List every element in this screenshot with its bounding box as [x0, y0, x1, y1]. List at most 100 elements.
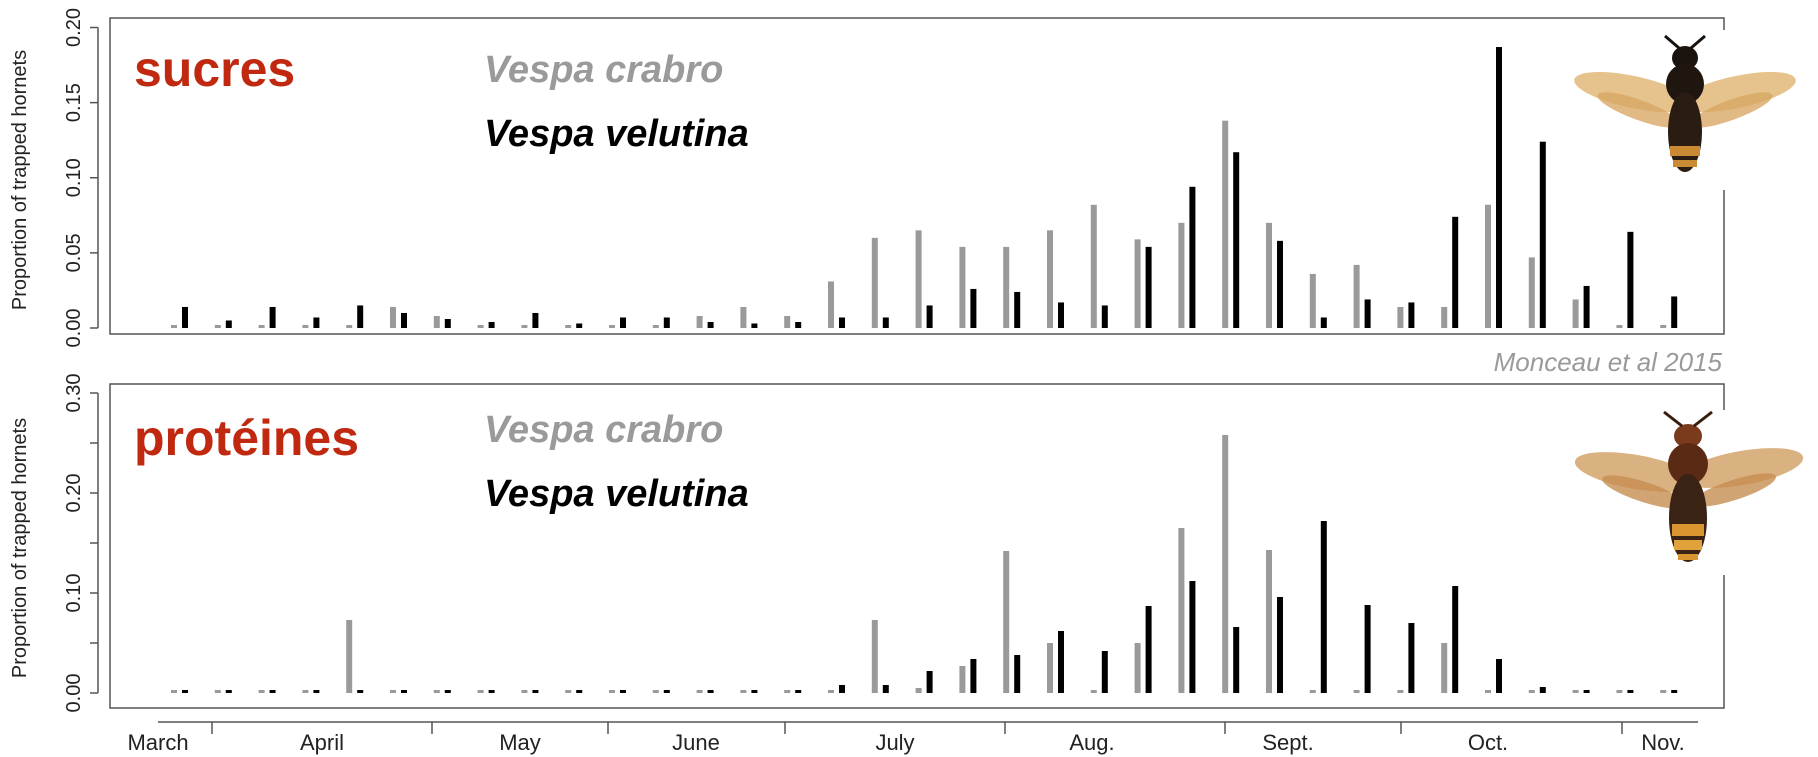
bar-vespa-velutina — [1671, 296, 1678, 328]
bar-vespa-velutina — [444, 690, 451, 693]
bar-vespa-crabro — [1616, 690, 1623, 693]
bar-vespa-velutina — [707, 690, 714, 693]
bar-vespa-crabro — [346, 620, 353, 693]
bar-vespa-velutina — [1320, 317, 1327, 328]
bar-vespa-crabro — [1266, 222, 1272, 328]
bar-vespa-velutina — [1627, 231, 1634, 328]
y-tick-label: 0.30 — [63, 374, 85, 413]
y-tick-label: 0.00 — [63, 674, 85, 713]
month-label: April — [300, 730, 344, 755]
bar-vespa-velutina — [313, 317, 320, 328]
bar-vespa-velutina — [269, 690, 276, 693]
month-label: July — [875, 730, 914, 755]
bar-vespa-crabro — [609, 325, 615, 328]
bar-vespa-crabro — [1528, 257, 1535, 328]
y-axis: 0.00 0.05 0.10 0.15 0.20 — [63, 8, 99, 347]
bar-vespa-crabro — [1572, 299, 1579, 328]
bar-vespa-crabro — [302, 325, 309, 328]
bar-vespa-crabro — [915, 688, 922, 693]
bar-vespa-crabro — [959, 666, 966, 693]
bar-vespa-crabro — [390, 306, 396, 328]
bar-vespa-velutina — [1496, 47, 1502, 328]
bar-vespa-crabro — [828, 690, 834, 693]
bar-vespa-crabro — [1090, 204, 1097, 328]
bar-vespa-velutina — [970, 659, 977, 693]
month-label: Oct. — [1468, 730, 1508, 755]
vespa-crabro-photo — [1574, 410, 1810, 575]
bar-vespa-crabro — [565, 325, 572, 328]
bar-vespa-velutina — [1145, 606, 1152, 693]
bar-vespa-velutina — [1539, 141, 1546, 328]
bar-vespa-velutina — [663, 690, 670, 693]
bar-vespa-velutina — [488, 690, 495, 693]
bar-vespa-velutina — [1014, 291, 1021, 328]
bar-vespa-crabro — [828, 281, 834, 328]
legend-vespa-velutina: Vespa velutina — [484, 113, 749, 155]
bar-vespa-velutina — [401, 690, 407, 693]
panel-proteines: Proportion of trapped hornets 0.000.100.… — [9, 374, 1810, 713]
bars — [171, 47, 1678, 328]
bar-vespa-velutina — [926, 305, 933, 328]
bar-vespa-velutina — [707, 321, 714, 328]
bar-vespa-velutina — [313, 690, 320, 693]
bar-vespa-crabro — [740, 306, 747, 328]
bar-vespa-crabro — [1003, 551, 1010, 693]
bar-vespa-velutina — [839, 685, 845, 693]
bar-vespa-crabro — [302, 690, 309, 693]
bar-vespa-crabro — [1309, 273, 1316, 328]
bar-vespa-velutina — [1014, 655, 1021, 693]
bar-vespa-crabro — [1485, 204, 1491, 328]
bar-vespa-crabro — [1266, 550, 1272, 693]
month-label: March — [127, 730, 188, 755]
bar-vespa-crabro — [1485, 690, 1491, 693]
y-tick-label: 0.15 — [63, 83, 85, 122]
bar-vespa-velutina — [1408, 623, 1415, 693]
bar-vespa-velutina — [1277, 597, 1283, 693]
bar-vespa-crabro — [652, 690, 659, 693]
bar-vespa-crabro — [871, 620, 878, 693]
bar-vespa-velutina — [1058, 302, 1064, 328]
bar-vespa-velutina — [532, 690, 539, 693]
legend-vespa-crabro: Vespa crabro — [484, 409, 723, 451]
bar-vespa-velutina — [663, 317, 670, 328]
bar-vespa-velutina — [1233, 152, 1240, 328]
bar-vespa-crabro — [871, 237, 878, 328]
panel-title: sucres — [134, 41, 295, 97]
bar-vespa-crabro — [1178, 222, 1185, 328]
bar-vespa-velutina — [751, 690, 758, 693]
bar-vespa-crabro — [171, 325, 177, 328]
bar-vespa-crabro — [784, 315, 791, 328]
bar-vespa-crabro — [1528, 690, 1535, 693]
bar-vespa-crabro — [565, 690, 572, 693]
bar-vespa-crabro — [740, 690, 747, 693]
y-axis-title: Proportion of trapped hornets — [9, 50, 31, 310]
y-tick-label: 0.20 — [63, 8, 85, 47]
bar-vespa-velutina — [444, 318, 451, 328]
bar-vespa-velutina — [1364, 605, 1371, 693]
x-axis: March April May June July Aug. Sept. Oct. Nov. — [127, 721, 1698, 755]
bar-vespa-velutina — [1627, 690, 1634, 693]
month-label: Nov. — [1641, 730, 1685, 755]
bar-vespa-crabro — [171, 690, 177, 693]
panel-sucres: Proportion of trapped hornets 0.000.050.… — [9, 8, 1805, 347]
bar-vespa-velutina — [970, 288, 977, 328]
legend-vespa-crabro: Vespa crabro — [484, 49, 723, 91]
bar-vespa-velutina — [795, 690, 802, 693]
bar-vespa-crabro — [1572, 690, 1579, 693]
bar-vespa-velutina — [1364, 299, 1371, 328]
bar-vespa-crabro — [1353, 690, 1360, 693]
bar-vespa-crabro — [477, 690, 484, 693]
bar-vespa-crabro — [1441, 643, 1448, 693]
vespa-velutina-photo — [1574, 30, 1805, 190]
bar-vespa-velutina — [225, 320, 232, 328]
bar-vespa-crabro — [609, 690, 615, 693]
bar-vespa-crabro — [784, 690, 791, 693]
bar-vespa-velutina — [357, 305, 364, 328]
bar-vespa-velutina — [1101, 305, 1108, 328]
y-axis: 0.00 0.10 0.20 0.30 — [63, 374, 99, 713]
bar-vespa-crabro — [915, 230, 922, 328]
bar-vespa-velutina — [1320, 521, 1327, 693]
bar-vespa-velutina — [1583, 285, 1590, 328]
bar-vespa-velutina — [225, 690, 232, 693]
bar-vespa-velutina — [357, 690, 364, 693]
